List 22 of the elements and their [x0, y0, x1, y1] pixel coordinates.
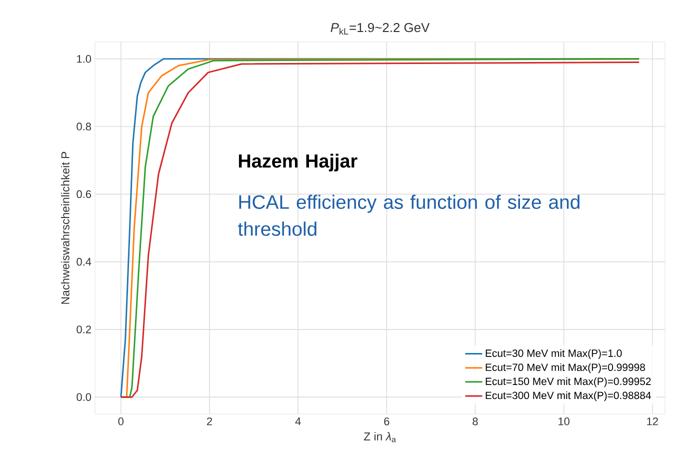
- x-tick-label: 0: [118, 418, 124, 426]
- legend-label: Ecut=30 MeV mit Max(P)=1.0: [486, 349, 622, 360]
- chart-title: P$_{kL}$=1.9~2.2 GeV: [330, 22, 430, 34]
- legend-label: Ecut=70 MeV mit Max(P)=0.99998: [486, 363, 645, 374]
- x-axis-title: Z in λ$_{a}$: [364, 432, 396, 442]
- x-tick-label: 6: [384, 418, 390, 426]
- y-tick-label: 0.8: [76, 122, 92, 130]
- x-tick-label: 12: [647, 418, 658, 426]
- y-tick-label: 0.6: [76, 190, 92, 198]
- x-tick-label: 4: [295, 418, 301, 426]
- y-tick-label: 0.4: [76, 258, 92, 266]
- y-tick-label: 0.0: [76, 393, 92, 401]
- legend-label: Ecut=300 MeV mit Max(P)=0.98884: [486, 391, 651, 402]
- annotation: HCAL efficiency as function of size and threshold: [238, 194, 580, 236]
- legend-label: Ecut=150 MeV mit Max(P)=0.99952: [486, 377, 651, 388]
- y-tick-label: 1.0: [77, 55, 92, 63]
- x-tick-label: 2: [206, 418, 212, 426]
- annotation: Hazem Hajjar: [238, 154, 358, 172]
- y-tick-label: 0.2: [76, 326, 91, 334]
- x-tick-label: 8: [472, 418, 478, 426]
- y-axis-title: Nachweiswahrscheinlichkeit P: [61, 152, 70, 304]
- x-tick-label: 10: [558, 418, 570, 426]
